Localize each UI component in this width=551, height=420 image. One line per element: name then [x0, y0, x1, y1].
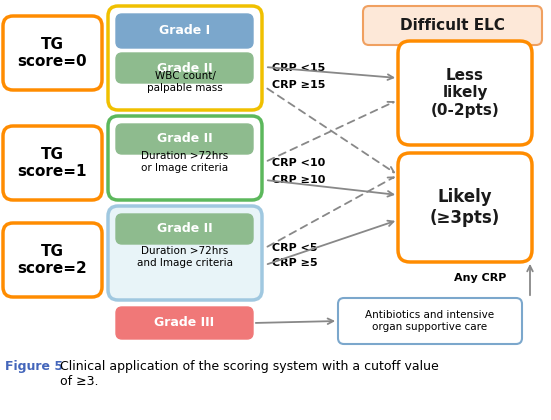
FancyBboxPatch shape: [398, 153, 532, 262]
FancyBboxPatch shape: [338, 298, 522, 344]
FancyBboxPatch shape: [363, 6, 542, 45]
Text: WBC count/
palpable mass: WBC count/ palpable mass: [147, 71, 223, 93]
Text: Grade II: Grade II: [156, 132, 212, 145]
FancyBboxPatch shape: [116, 124, 253, 154]
Text: Any CRP: Any CRP: [454, 273, 506, 283]
Text: Duration >72hrs
or Image criteria: Duration >72hrs or Image criteria: [142, 151, 229, 173]
Text: TG
score=2: TG score=2: [18, 244, 88, 276]
FancyBboxPatch shape: [108, 6, 262, 110]
Text: CRP <15: CRP <15: [272, 63, 325, 73]
Text: Likely
(≥3pts): Likely (≥3pts): [430, 188, 500, 227]
Text: Grade III: Grade III: [154, 317, 214, 330]
Text: Grade II: Grade II: [156, 223, 212, 236]
FancyBboxPatch shape: [108, 206, 262, 300]
FancyBboxPatch shape: [108, 116, 262, 200]
Text: Figure 5: Figure 5: [5, 360, 63, 373]
FancyBboxPatch shape: [116, 214, 253, 244]
Text: CRP ≥15: CRP ≥15: [272, 80, 326, 90]
Text: Less
likely
(0-2pts): Less likely (0-2pts): [431, 68, 499, 118]
Text: Difficult ELC: Difficult ELC: [400, 18, 505, 33]
Text: Clinical application of the scoring system with a cutoff value
  of ≥3.: Clinical application of the scoring syst…: [52, 360, 439, 388]
FancyBboxPatch shape: [116, 53, 253, 83]
FancyBboxPatch shape: [116, 307, 253, 339]
Text: Antibiotics and intensive
organ supportive care: Antibiotics and intensive organ supporti…: [365, 310, 495, 332]
Text: CRP ≥10: CRP ≥10: [272, 175, 326, 185]
FancyBboxPatch shape: [398, 41, 532, 145]
FancyBboxPatch shape: [116, 14, 253, 48]
Text: TG
score=1: TG score=1: [18, 147, 87, 179]
Text: CRP <10: CRP <10: [272, 158, 325, 168]
FancyBboxPatch shape: [3, 126, 102, 200]
Text: Duration >72hrs
and Image criteria: Duration >72hrs and Image criteria: [137, 246, 233, 268]
Text: Grade I: Grade I: [159, 24, 210, 37]
Text: Grade II: Grade II: [156, 61, 212, 74]
Text: CRP <5: CRP <5: [272, 243, 317, 253]
Text: TG
score=0: TG score=0: [18, 37, 87, 69]
FancyBboxPatch shape: [3, 223, 102, 297]
FancyBboxPatch shape: [3, 16, 102, 90]
Text: CRP ≥5: CRP ≥5: [272, 258, 317, 268]
